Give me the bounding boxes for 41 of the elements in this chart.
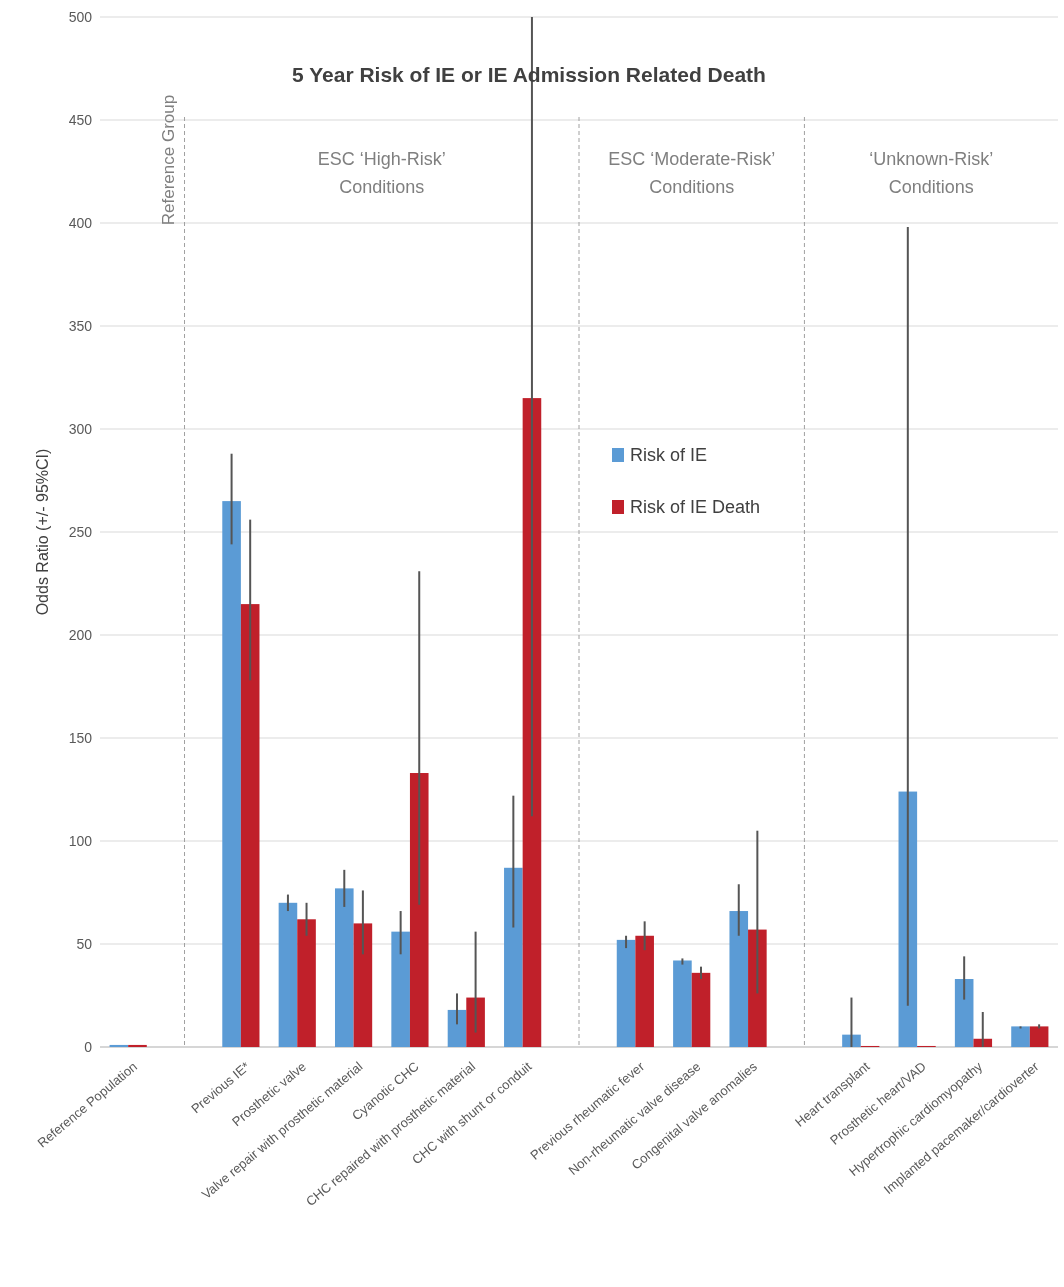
annotation: Reference Group	[159, 94, 179, 226]
bar	[635, 935, 654, 1047]
y-tick-label: 150	[68, 729, 93, 746]
legend-label: Risk of IE	[630, 445, 708, 466]
y-tick-label: 350	[68, 317, 93, 334]
y-tick-label: 250	[68, 523, 93, 540]
bar	[278, 902, 298, 1047]
bar	[504, 867, 523, 1047]
y-tick-label: 200	[68, 626, 93, 643]
y-tick-label: 50	[76, 935, 93, 952]
bar	[447, 1009, 467, 1047]
y-tick-label: 100	[68, 832, 93, 849]
bar	[1029, 1026, 1049, 1047]
bar	[616, 939, 636, 1047]
y-axis-title: Odds Ratio (+/- 95%CI)	[34, 448, 51, 616]
bar	[353, 923, 373, 1047]
y-tick-label: 500	[68, 8, 93, 25]
bar	[466, 997, 485, 1047]
annotation: ESC ‘Moderate-Risk’ Conditions	[608, 149, 776, 197]
legend-label: Risk of IE Death	[630, 497, 761, 518]
y-tick-label: 300	[68, 420, 93, 437]
bar	[729, 911, 749, 1047]
bar	[109, 1044, 129, 1047]
bar	[673, 960, 692, 1047]
bar	[954, 979, 974, 1047]
bar	[409, 773, 429, 1047]
bar	[1011, 1026, 1030, 1047]
bar	[522, 398, 542, 1047]
bar	[240, 604, 260, 1047]
annotation: ‘Unknown-Risk’ Conditions	[869, 149, 994, 197]
annotation: ESC ‘High-Risk’ Conditions	[317, 149, 446, 197]
y-tick-label: 450	[68, 111, 93, 128]
bar	[748, 929, 767, 1047]
bar	[128, 1044, 147, 1047]
bar	[391, 931, 410, 1047]
bar	[222, 501, 241, 1047]
bar	[334, 888, 354, 1047]
bar	[297, 919, 316, 1047]
bar	[691, 972, 711, 1047]
y-tick-label: 400	[68, 214, 93, 231]
y-tick-label: 0	[84, 1038, 93, 1055]
